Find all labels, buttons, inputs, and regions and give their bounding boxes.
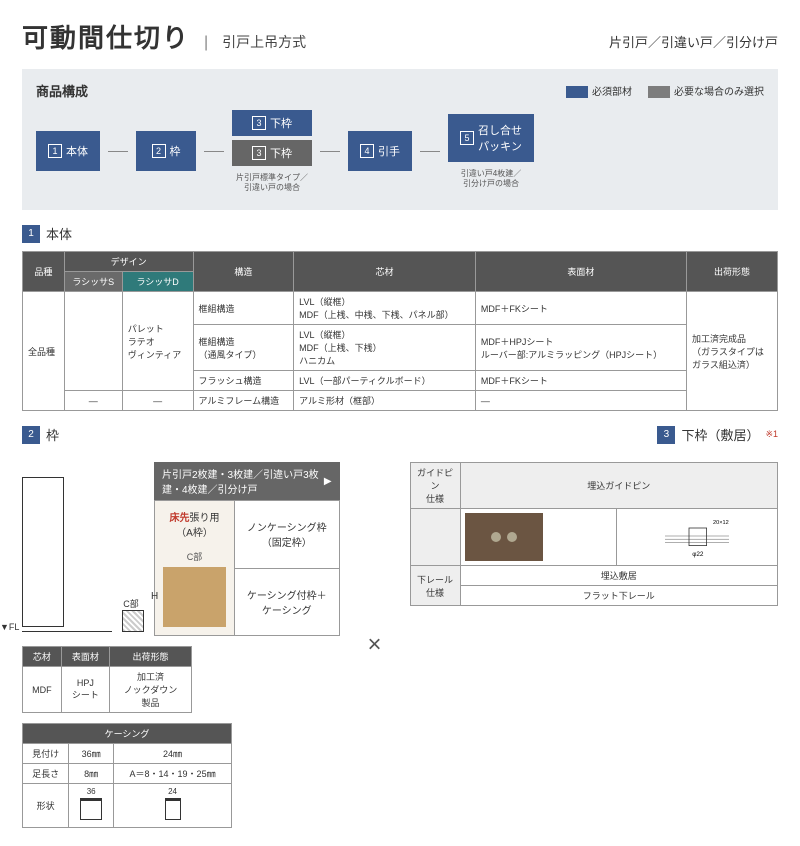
flow-diagram: 1本体 2枠 3下枠 3下枠 片引戸標準タイプ／ 引違い戸の場合 4引手 5召し…	[36, 110, 764, 192]
frame-material-table: 芯材表面材出荷形態 MDFHPJ シート加工済 ノックダウン 製品	[22, 646, 192, 713]
swatch-required	[566, 86, 588, 98]
table-row: — — アルミフレーム構造 アルミ形材（框部） —	[23, 391, 778, 411]
legend: 必須部材 必要な場合のみ選択	[566, 83, 764, 98]
door-types: 片引戸／引違い戸／引分け戸	[609, 32, 778, 51]
node-body: 1本体	[36, 131, 100, 171]
note-ref: ※1	[765, 429, 778, 440]
page-subtitle: 引戸上吊方式	[222, 32, 306, 52]
node-handle: 4引手	[348, 131, 412, 171]
node-sill-a: 3下枠	[232, 110, 312, 136]
multiply-icon: ×	[360, 631, 390, 659]
section-1-title: 1本体	[22, 224, 778, 243]
svg-text:20×12: 20×12	[713, 520, 729, 526]
sill-column: ガイドピン 仕様 埋込ガイドピン φ22 20×12	[410, 462, 778, 606]
profile-36-icon	[80, 798, 102, 820]
node-sill-b: 3下枠	[232, 140, 312, 166]
swatch-optional	[648, 86, 670, 98]
page-title: 可動間仕切り	[22, 18, 190, 55]
casing-table: ケーシング 見付け36㎜24㎜ 足長さ8㎜A＝8・14・19・25㎜ 形状 36…	[22, 723, 232, 828]
guide-pin-diagram: φ22 20×12	[657, 512, 737, 560]
sill-table: ガイドピン 仕様 埋込ガイドピン φ22 20×12	[410, 462, 778, 606]
title-separator: |	[204, 34, 208, 52]
section-2-title: 2枠	[22, 425, 59, 444]
body-spec-table: 品種 デザイン 構造 芯材 表面材 出荷形態 ラシッサS ラシッサD 全品種 パ…	[22, 251, 778, 411]
node-frame: 2枠	[136, 131, 196, 171]
composition-panel: 商品構成 必須部材 必要な場合のみ選択 1本体 2枠 3下枠 3下枠 片引戸標準…	[22, 69, 778, 210]
composition-title: 商品構成	[36, 81, 88, 100]
packing-caption: 引違い戸4枚建／ 引分け戸の場合	[461, 169, 521, 188]
config-tab-header: 片引戸2枚建・3枚建／引違い戸3枚建・4枚建／引分け戸▶	[154, 462, 340, 500]
svg-text:φ22: φ22	[692, 551, 704, 558]
guide-pin-photo	[465, 513, 543, 561]
frame-options-table: 床先張り用（A枠）C部H ノンケーシング枠（固定枠） ケーシング付枠＋ケーシング	[154, 500, 340, 636]
door-diagram: C部	[22, 462, 144, 632]
table-row: 全品種 パレット ラテオ ヴィンティア 框組構造 LVL（縦框） MDF（上桟、…	[23, 292, 778, 325]
page-header: 可動間仕切り | 引戸上吊方式 片引戸／引違い戸／引分け戸	[22, 18, 778, 55]
profile-24-icon	[165, 798, 181, 820]
frame-column: C部 片引戸2枚建・3枚建／引違い戸3枚建・4枚建／引分け戸▶ 床先張り用（A枠…	[22, 462, 340, 828]
node-packing: 5召し合せ パッキン	[448, 114, 534, 162]
section-3-title: 3下枠（敷居） ※1	[657, 425, 778, 444]
sill-caption: 片引戸標準タイプ／ 引違い戸の場合	[236, 173, 308, 192]
c-part-hatch	[122, 610, 144, 632]
